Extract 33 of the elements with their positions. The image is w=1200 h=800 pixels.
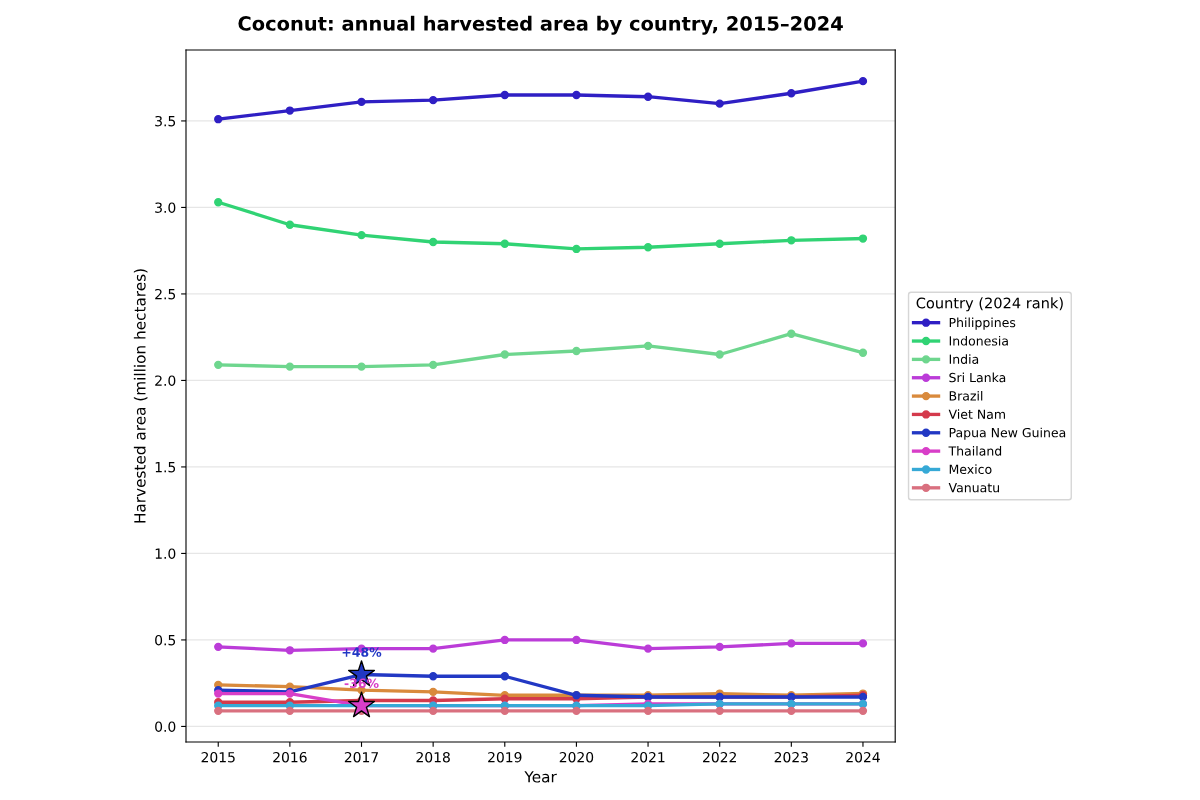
y-axis-title: Harvested area (million hectares) xyxy=(133,269,148,523)
y-tick-label: 0.5 xyxy=(155,634,176,646)
legend-label: Viet Nam xyxy=(948,409,1005,419)
legend-label: Brazil xyxy=(949,390,983,401)
legend-label: Thailand xyxy=(948,446,1002,456)
chart-title: Coconut: annual harvested area by country, 2015–2024 xyxy=(238,15,843,35)
x-tick-label: 2018 xyxy=(416,751,450,763)
y-tick-label: 1.0 xyxy=(155,548,176,559)
legend-label: Vanuatu xyxy=(948,483,999,493)
legend-label: Papua New Guinea xyxy=(949,427,1066,440)
y-tick-label: 0.0 xyxy=(155,721,176,732)
x-tick-label: 2022 xyxy=(703,751,736,763)
legend-label: India xyxy=(949,354,979,364)
y-tick-label: 3.0 xyxy=(155,202,176,213)
x-tick-label: 2016 xyxy=(273,751,307,763)
x-tick-label: 2023 xyxy=(774,751,808,763)
legend-title: Country (2024 rank) xyxy=(916,297,1063,312)
y-tick-label: 2.0 xyxy=(155,375,176,386)
x-tick-label: 2015 xyxy=(201,751,235,763)
y-tick-label: 3.5 xyxy=(155,115,176,127)
y-tick-label: 1.5 xyxy=(155,462,176,473)
legend-label: Mexico xyxy=(949,464,992,475)
x-tick-label: 2024 xyxy=(846,751,880,763)
legend-label: Sri Lanka xyxy=(949,372,1006,383)
x-tick-label: 2017 xyxy=(344,751,378,763)
annotation: +48% xyxy=(342,647,382,657)
legend-label: Indonesia xyxy=(949,335,1008,346)
x-axis-title: Year xyxy=(524,771,557,783)
x-tick-label: 2020 xyxy=(559,751,594,763)
y-tick-label: 2.5 xyxy=(155,288,176,300)
x-tick-label: 2019 xyxy=(488,751,522,763)
legend-label: Philippines xyxy=(949,317,1016,330)
x-tick-label: 2021 xyxy=(631,751,665,763)
